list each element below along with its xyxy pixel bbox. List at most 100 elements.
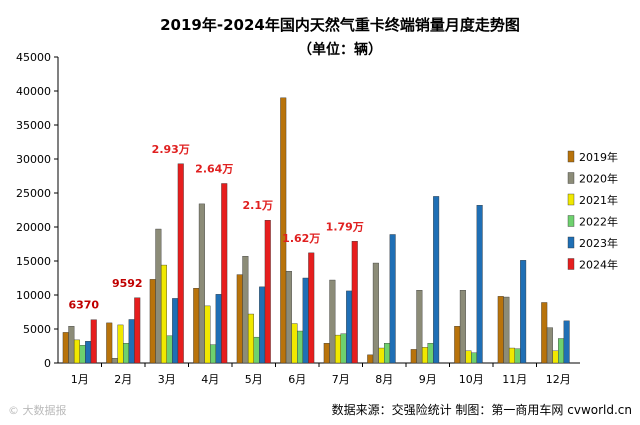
bar [514, 348, 521, 364]
legend-swatch [567, 193, 575, 206]
bar [123, 343, 130, 364]
legend-label: 2020年 [579, 172, 618, 186]
bar [410, 349, 417, 364]
x-tick-label: 5月 [245, 373, 263, 386]
legend-swatch [567, 215, 575, 227]
bar [351, 241, 358, 364]
y-tick-label: 20000 [16, 221, 51, 234]
bar [111, 358, 118, 364]
y-tick-label: 15000 [16, 255, 51, 268]
y-tick-label: 25000 [16, 187, 51, 200]
x-tick-label: 6月 [288, 373, 306, 386]
data-label: 1.62万 [282, 232, 320, 245]
bar [73, 339, 80, 364]
watermark: © 大数据报 [8, 403, 67, 417]
bar [520, 260, 527, 364]
bar [541, 302, 548, 364]
bar [340, 333, 347, 364]
y-tick-label: 30000 [16, 153, 51, 166]
bar [508, 347, 515, 364]
bar [160, 264, 167, 364]
legend-swatch [567, 150, 575, 163]
data-label: 6370 [68, 299, 99, 312]
bar [378, 347, 385, 364]
bar [177, 163, 184, 364]
bar [372, 262, 379, 364]
x-tick-label: 9月 [419, 373, 437, 386]
bar [427, 343, 434, 364]
bar [421, 347, 428, 364]
bar [416, 290, 423, 364]
legend-swatch [567, 172, 575, 184]
y-tick-label: 35000 [16, 119, 51, 132]
bar [285, 271, 292, 364]
x-tick-label: 3月 [158, 373, 176, 386]
bar [193, 288, 200, 364]
chart-title: 2019年-2024年国内天然气重卡终端销量月度走势图 [160, 16, 520, 34]
bar [346, 290, 353, 364]
x-tick-label: 8月 [375, 373, 393, 386]
bar [210, 344, 217, 364]
y-tick-label: 40000 [16, 85, 51, 98]
data-label: 1.79万 [326, 220, 364, 233]
bar [128, 319, 135, 364]
bar [247, 313, 254, 364]
x-tick-label: 11月 [502, 373, 527, 386]
legend-label: 2023年 [579, 236, 618, 250]
bar [558, 338, 565, 364]
x-tick-label: 7月 [332, 373, 350, 386]
bar [62, 332, 69, 364]
bar [149, 279, 156, 364]
bar [334, 334, 341, 364]
bar [172, 298, 179, 364]
bar [117, 324, 124, 364]
data-label: 2.64万 [195, 162, 233, 175]
bar [291, 323, 298, 364]
bar [497, 296, 504, 364]
bar [297, 330, 304, 364]
x-tick-label: 10月 [459, 373, 484, 386]
bar [264, 219, 271, 364]
bar [465, 350, 472, 364]
legend-label: 2019年 [579, 150, 618, 164]
annotations: 6370 9592 2.93万 2.64万 2.1万 1.62万 1.79万 [68, 143, 363, 312]
bars [62, 97, 570, 364]
bar [215, 294, 222, 364]
y-tick-label: 5000 [23, 323, 51, 336]
bar [302, 277, 309, 364]
bar [563, 320, 570, 364]
axes: 0 5000 10000 15000 20000 25000 30000 35000 40000… [16, 51, 580, 386]
bar [384, 343, 391, 364]
bar [166, 335, 173, 364]
data-label: 2.1万 [243, 199, 274, 212]
legend-label: 2022年 [579, 215, 618, 229]
bar [323, 343, 330, 364]
bar [198, 203, 205, 364]
bar [454, 326, 461, 364]
bar [90, 319, 97, 364]
bar [308, 252, 315, 364]
bar [106, 322, 113, 364]
bar [329, 279, 336, 364]
bar [476, 205, 483, 364]
bar [221, 183, 228, 364]
bar [459, 290, 466, 364]
legend-swatch [567, 236, 575, 249]
bar [552, 350, 559, 364]
bar [546, 327, 553, 364]
legend-label: 2021年 [579, 193, 618, 207]
bar [85, 341, 92, 364]
legend-label: 2024年 [579, 258, 618, 272]
bar [253, 336, 260, 364]
y-tick-label: 10000 [16, 289, 51, 302]
chart-subtitle: （单位：辆） [298, 41, 382, 58]
bar [259, 286, 266, 364]
bar [134, 297, 141, 364]
legend-swatch [567, 258, 575, 270]
bar [433, 196, 440, 364]
bar [204, 305, 211, 364]
data-label: 9592 [112, 277, 143, 290]
bar [389, 234, 396, 364]
bar [503, 296, 510, 364]
